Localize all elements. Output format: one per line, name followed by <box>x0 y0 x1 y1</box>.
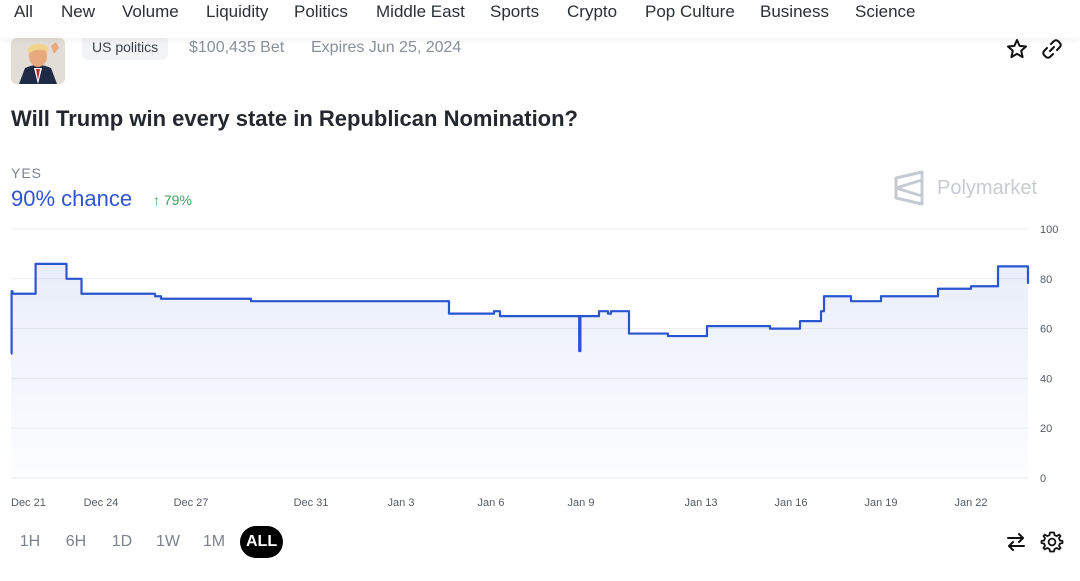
y-tick-label-40: 40 <box>1040 373 1052 385</box>
x-tick-label-1: Dec 24 <box>84 497 119 509</box>
swap-arrows-icon[interactable] <box>1004 530 1028 554</box>
candidate-portrait-icon <box>11 38 65 84</box>
x-tick-label-8: Jan 16 <box>774 497 807 509</box>
y-tick-label-0: 0 <box>1040 473 1046 485</box>
range-all[interactable]: ALL <box>240 526 284 558</box>
y-tick-label-20: 20 <box>1040 423 1052 435</box>
chance-change-value: 79% <box>163 192 192 208</box>
y-tick-label-60: 60 <box>1040 324 1052 336</box>
y-tick-label-80: 80 <box>1040 274 1052 286</box>
nav-item-crypto[interactable]: Crypto <box>567 2 618 21</box>
polymarket-logo-icon <box>894 170 924 206</box>
nav-item-business[interactable]: Business <box>760 2 829 21</box>
outcome-label: YES <box>11 165 43 181</box>
range-1d[interactable]: 1D <box>102 526 142 558</box>
x-tick-label-10: Jan 22 <box>954 497 987 509</box>
nav-item-sports[interactable]: Sports <box>490 2 540 21</box>
chance-value: 90% chance <box>11 186 133 211</box>
range-1h[interactable]: 1H <box>10 526 50 558</box>
market-header: US politics $100,435 Bet Expires Jun 25,… <box>10 36 1070 86</box>
nav-item-new[interactable]: New <box>61 2 96 21</box>
arrow-up-icon: ↑ <box>153 192 160 208</box>
nav-item-politics[interactable]: Politics <box>294 2 348 21</box>
nav-item-middle-east[interactable]: Middle East <box>376 2 465 21</box>
nav-item-all[interactable]: All <box>14 2 33 21</box>
expiry-text: Expires Jun 25, 2024 <box>311 39 462 56</box>
x-tick-label-2: Dec 27 <box>174 497 209 509</box>
link-icon[interactable] <box>1040 37 1064 61</box>
x-tick-label-7: Jan 13 <box>684 497 717 509</box>
series-area <box>11 263 1028 478</box>
nav-item-pop-culture[interactable]: Pop Culture <box>645 2 735 21</box>
x-tick-label-0: Dec 21 <box>11 497 46 509</box>
x-tick-label-3: Dec 31 <box>294 497 329 509</box>
category-tag[interactable]: US politics <box>82 36 169 60</box>
star-icon[interactable] <box>1005 37 1029 61</box>
nav-item-volume[interactable]: Volume <box>122 2 179 21</box>
polymarket-watermark: Polymarket <box>892 170 1056 208</box>
x-tick-label-5: Jan 6 <box>478 497 505 509</box>
volume-text: $100,435 Bet <box>189 39 285 56</box>
nav-item-liquidity[interactable]: Liquidity <box>206 2 269 21</box>
market-avatar <box>11 38 65 84</box>
chance-change: ↑ 79% <box>153 192 192 208</box>
x-tick-label-4: Jan 3 <box>388 497 415 509</box>
y-tick-label-100: 100 <box>1040 224 1058 236</box>
market-title: Will Trump win every state in Republican… <box>11 106 578 131</box>
gear-icon[interactable] <box>1040 530 1064 554</box>
nav-item-science[interactable]: Science <box>855 2 916 21</box>
range-1w[interactable]: 1W <box>148 526 188 558</box>
x-tick-label-6: Jan 9 <box>568 497 595 509</box>
range-1m[interactable]: 1M <box>194 526 234 558</box>
category-nav: All New Volume Liquidity Politics Middle… <box>0 0 1080 38</box>
series-line <box>10 262 1030 355</box>
time-range-selector: 1H 6H 1D 1W 1M ALL <box>10 526 289 558</box>
watermark-text: Polymarket <box>937 177 1038 199</box>
x-tick-label-9: Jan 19 <box>864 497 897 509</box>
range-6h[interactable]: 6H <box>56 526 96 558</box>
